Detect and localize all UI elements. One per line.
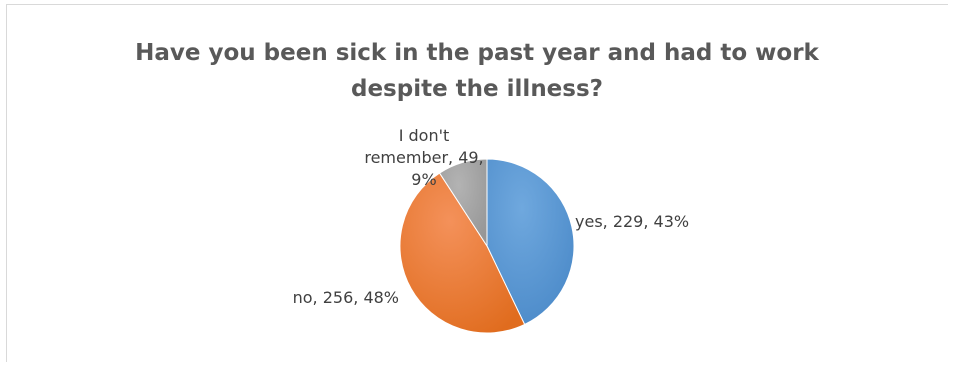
pie-slice-no [399, 172, 526, 334]
pie-slice-dont-remember [438, 158, 488, 248]
pie-data-labels: yes, 229, 43% no, 256, 48% I don't remember… [293, 126, 689, 307]
pie-slices [399, 158, 575, 334]
data-label-dont-remember: I don't remember, 49, 9% [364, 126, 483, 189]
chart-title: Have you been sick in the past year and … [135, 40, 819, 102]
pie-slice-yes [486, 158, 575, 326]
chart-area: Have you been sick in the past year and … [6, 4, 948, 362]
data-label-yes: yes, 229, 43% [575, 212, 689, 231]
pie-chart: yes, 229, 43% no, 256, 48% I don't remember… [293, 126, 689, 334]
data-label-no: no, 256, 48% [293, 288, 399, 307]
